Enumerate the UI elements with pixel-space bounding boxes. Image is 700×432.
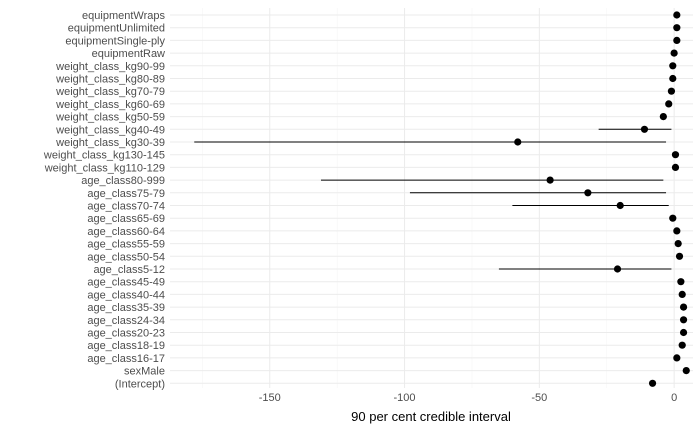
y-tick-label: age_class40-44 [87, 289, 165, 301]
y-tick-label: weight_class_kg30-39 [55, 137, 165, 149]
point-estimate [673, 11, 681, 19]
point-estimate [682, 367, 690, 375]
point-estimate [673, 24, 681, 32]
point-estimate [678, 290, 686, 298]
credible-intervals [194, 14, 688, 384]
point-estimate [678, 341, 686, 349]
point-estimate [640, 125, 649, 133]
x-tick-label: -100 [394, 392, 416, 404]
grid [170, 8, 693, 388]
x-tick-label: 0 [671, 392, 677, 404]
y-tick-label: age_class65-69 [87, 213, 165, 225]
y-tick-label: age_class24-34 [87, 315, 165, 327]
point-estimate [674, 240, 682, 248]
point-estimate [669, 214, 677, 222]
point-estimate [616, 201, 624, 210]
y-tick-label: weight_class_kg70-79 [55, 86, 165, 98]
point-estimate [679, 328, 688, 337]
point-estimate [673, 36, 681, 45]
point-estimate [673, 354, 681, 362]
y-tick-label: weight_class_kg130-145 [43, 150, 165, 162]
y-tick-label: age_class35-39 [87, 302, 165, 314]
point-estimate [679, 303, 688, 311]
point-estimate [677, 278, 685, 286]
point-estimates [514, 11, 690, 387]
y-tick-label: age_class50-54 [87, 251, 165, 263]
y-axis-labels: equipmentWrapsequipmentUnlimitedequipmen… [43, 10, 166, 390]
y-tick-label: age_class20-23 [87, 328, 165, 340]
y-tick-label: age_class45-49 [87, 277, 165, 289]
y-tick-label: equipmentUnlimited [68, 23, 165, 35]
y-tick-label: age_class80-999 [81, 175, 165, 187]
y-tick-label: equipmentWraps [82, 10, 165, 22]
y-tick-label: age_class18-19 [87, 340, 165, 352]
y-tick-label: sexMale [124, 366, 165, 378]
y-tick-label: weight_class_kg80-89 [55, 74, 165, 86]
point-estimate [659, 113, 667, 121]
point-estimate [546, 176, 554, 184]
point-estimate [670, 49, 678, 57]
point-estimate [514, 138, 522, 146]
point-estimate [671, 151, 680, 159]
y-tick-label: weight_class_kg90-99 [55, 61, 165, 73]
point-estimate [667, 87, 676, 95]
y-tick-label: age_class55-59 [87, 239, 165, 251]
y-tick-label: equipmentRaw [92, 48, 165, 60]
y-tick-label: age_class75-79 [87, 188, 165, 200]
point-estimate [679, 316, 688, 324]
point-estimate [665, 100, 673, 108]
y-tick-label: age_class70-74 [87, 201, 165, 213]
point-estimate [584, 189, 592, 197]
point-estimate [669, 74, 677, 83]
point-estimate [671, 163, 680, 171]
point-estimate [648, 379, 657, 387]
point-estimate [613, 265, 622, 273]
x-tick-label: -150 [259, 392, 281, 404]
y-tick-label: weight_class_kg50-59 [55, 112, 165, 124]
x-tick-label: -50 [531, 392, 547, 404]
y-tick-label: weight_class_kg60-69 [55, 99, 165, 111]
point-estimate [673, 227, 681, 235]
point-estimate [675, 252, 684, 260]
y-tick-label: equipmentSingle-ply [65, 35, 165, 47]
y-tick-label: age_class5-12 [93, 264, 165, 276]
y-tick-label: weight_class_kg40-49 [55, 124, 165, 136]
y-tick-label: age_class60-64 [87, 226, 165, 238]
x-axis-labels: -150 -100 -50 0 [259, 392, 677, 404]
y-tick-label: age_class16-17 [87, 353, 165, 365]
x-axis-title: 90 per cent credible interval [351, 409, 511, 424]
y-tick-label: weight_class_kg110-129 [44, 162, 165, 174]
y-tick-label: (Intercept) [115, 378, 165, 390]
point-estimate [669, 62, 677, 70]
